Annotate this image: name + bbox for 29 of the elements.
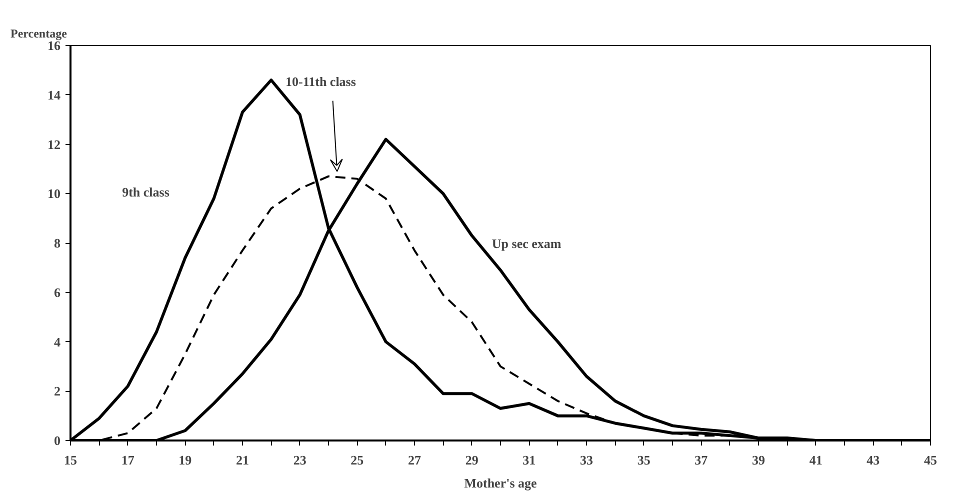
x-tick-label: 25	[350, 452, 364, 468]
x-tick-label: 31	[522, 452, 536, 468]
x-tick-label: 15	[64, 452, 78, 468]
x-tick-label: 43	[866, 452, 880, 468]
x-tick-label: 45	[924, 452, 938, 468]
y-tick-label: 12	[48, 136, 60, 152]
y-axis-title: Percentage	[10, 26, 68, 40]
x-tick-label: 29	[465, 452, 479, 468]
x-tick-label: 39	[752, 452, 766, 468]
y-tick-label: 2	[54, 384, 60, 399]
y-tick-label: 6	[54, 284, 61, 300]
annotation: Up sec exam	[492, 236, 562, 251]
annotation: 9th class	[122, 184, 170, 200]
x-tick-label: 17	[121, 452, 135, 468]
x-tick-label: 33	[580, 452, 594, 468]
x-tick-label: 35	[637, 452, 651, 468]
x-tick-label: 41	[809, 452, 822, 468]
y-tick-label: 4	[54, 334, 61, 350]
y-tick-label: 8	[54, 236, 61, 250]
x-tick-label: 27	[408, 452, 422, 468]
x-axis-title: Mother's age	[464, 476, 538, 490]
x-tick-label: 23	[293, 452, 307, 468]
x-tick-label: 37	[694, 452, 708, 468]
y-tick-label: 0	[54, 433, 60, 448]
x-tick-label: 21	[236, 452, 249, 468]
y-tick-label: 10	[48, 186, 60, 202]
y-tick-label: 14	[48, 87, 61, 102]
x-tick-label: 19	[178, 452, 192, 468]
annotation: 10-11th class	[286, 74, 356, 89]
